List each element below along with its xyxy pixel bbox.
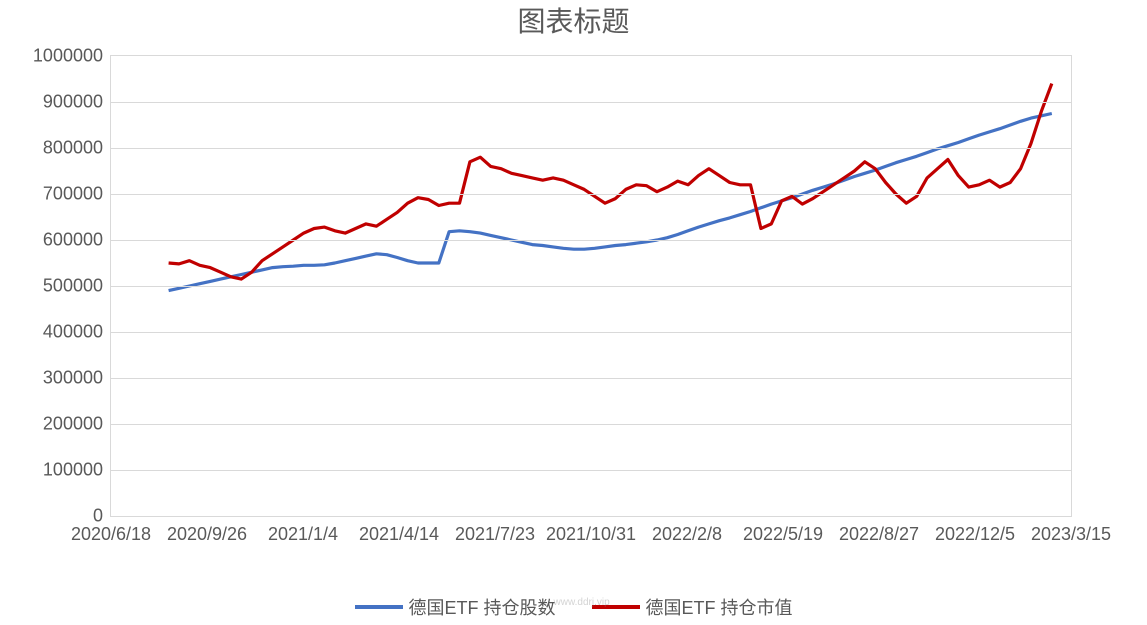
legend-item: 德国ETF 持仓股数 [355,594,556,620]
series-line [169,84,1052,280]
gridline [111,378,1071,379]
x-tick-label: 2020/6/18 [71,524,151,545]
legend-item: 德国ETF 持仓市值 [592,594,793,620]
gridline [111,240,1071,241]
x-tick-label: 2022/2/8 [652,524,722,545]
gridline [111,286,1071,287]
y-tick-label: 200000 [43,414,103,435]
x-tick-label: 2021/7/23 [455,524,535,545]
y-tick-label: 800000 [43,138,103,159]
y-tick-label: 1000000 [33,46,103,67]
chart-title: 图表标题 [0,0,1147,40]
x-tick-label: 2022/8/27 [839,524,919,545]
x-tick-label: 2021/10/31 [546,524,636,545]
gridline [111,470,1071,471]
gridline [111,102,1071,103]
x-tick-label: 2022/5/19 [743,524,823,545]
y-tick-label: 700000 [43,184,103,205]
gridline [111,148,1071,149]
gridline [111,424,1071,425]
x-tick-label: 2020/9/26 [167,524,247,545]
y-tick-label: 100000 [43,460,103,481]
plot-area: 0100000200000300000400000500000600000700… [110,55,1072,517]
gridline [111,332,1071,333]
legend-swatch [355,605,403,609]
chart-container: 图表标题 01000002000003000004000005000006000… [0,0,1147,625]
y-tick-label: 300000 [43,368,103,389]
x-tick-label: 2022/12/5 [935,524,1015,545]
gridline [111,194,1071,195]
y-tick-label: 400000 [43,322,103,343]
x-tick-label: 2021/4/14 [359,524,439,545]
y-tick-label: 500000 [43,276,103,297]
x-tick-label: 2023/3/15 [1031,524,1111,545]
y-tick-label: 900000 [43,92,103,113]
watermark-text: www.ddrj.vip [554,597,610,608]
x-tick-label: 2021/1/4 [268,524,338,545]
legend-label: 德国ETF 持仓市值 [646,598,793,618]
legend-label: 德国ETF 持仓股数 [409,598,556,618]
y-tick-label: 600000 [43,230,103,251]
